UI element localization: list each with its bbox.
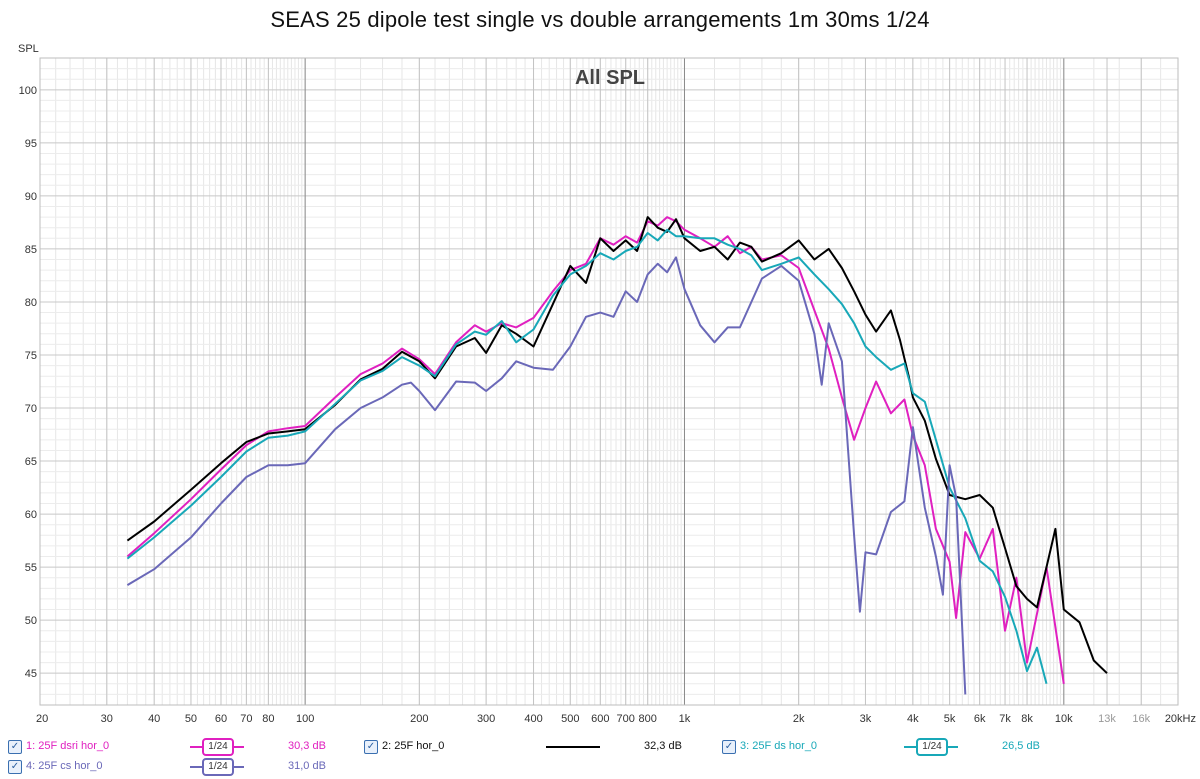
y-tick-label: 65 bbox=[25, 456, 37, 468]
x-tick-label: 70 bbox=[240, 713, 252, 725]
x-tick-label: 30 bbox=[101, 713, 113, 725]
smoothing-badge: 1/24 bbox=[202, 758, 234, 776]
x-tick-label: 100 bbox=[296, 713, 314, 725]
line-swatch[interactable] bbox=[546, 738, 602, 754]
smoothing-swatch[interactable]: 1/24 bbox=[190, 738, 246, 756]
x-tick-label: 50 bbox=[185, 713, 197, 725]
legend-item-2[interactable]: ✓ 2: 25F hor_0 32,3 dB bbox=[364, 738, 704, 758]
y-tick-label: 70 bbox=[25, 403, 37, 415]
y-tick-label: 75 bbox=[25, 350, 37, 362]
x-tick-label: 5k bbox=[944, 713, 956, 725]
y-axis-label: SPL bbox=[18, 43, 39, 55]
x-tick-label: 80 bbox=[262, 713, 274, 725]
y-tick-label: 90 bbox=[25, 191, 37, 203]
smoothing-badge: 1/24 bbox=[202, 738, 234, 756]
x-tick-label: 4k bbox=[907, 713, 919, 725]
offset-value: 31,0 dB bbox=[288, 760, 326, 772]
y-tick-label: 100 bbox=[19, 85, 37, 97]
legend-item-4[interactable]: ✓ 4: 25F cs hor_0 1/24 31,0 dB bbox=[8, 758, 348, 778]
smoothing-swatch[interactable]: 1/24 bbox=[190, 758, 246, 776]
smoothing-swatch[interactable]: 1/24 bbox=[904, 738, 960, 756]
x-tick-label: 400 bbox=[524, 713, 542, 725]
offset-value: 32,3 dB bbox=[644, 740, 682, 752]
x-tick-label: 7k bbox=[999, 713, 1011, 725]
x-tick-label: 600 bbox=[591, 713, 609, 725]
x-tick-label: 3k bbox=[860, 713, 872, 725]
series-line-2 bbox=[126, 216, 1108, 674]
y-tick-label: 45 bbox=[25, 668, 37, 680]
y-tick-label: 55 bbox=[25, 562, 37, 574]
inner-title: All SPL bbox=[575, 67, 645, 89]
spl-chart[interactable]: SPL 45 50 55 60 65 70 75 80 85 90 95 100 20 30 40 50 60 70… bbox=[0, 0, 1200, 735]
x-tick-label: 8k bbox=[1021, 713, 1033, 725]
y-tick-label: 80 bbox=[25, 297, 37, 309]
offset-value: 30,3 dB bbox=[288, 740, 326, 752]
offset-value: 26,5 dB bbox=[1002, 740, 1040, 752]
series-group bbox=[126, 216, 1108, 695]
grid bbox=[40, 57, 1178, 706]
series-line-4 bbox=[126, 256, 967, 695]
legend-label: 4: 25F cs hor_0 bbox=[26, 760, 103, 772]
x-tick-label: 20kHz bbox=[1165, 713, 1196, 725]
x-tick-label: 700 bbox=[617, 713, 635, 725]
y-tick-label: 50 bbox=[25, 615, 37, 627]
x-tick-label: 800 bbox=[639, 713, 657, 725]
x-tick-label: 6k bbox=[974, 713, 986, 725]
x-tick-label: 200 bbox=[410, 713, 428, 725]
x-tick-label: 16k bbox=[1132, 713, 1150, 725]
x-tick-label: 500 bbox=[561, 713, 579, 725]
checkbox-checked-icon[interactable]: ✓ bbox=[8, 740, 22, 754]
x-tick-label: 300 bbox=[477, 713, 495, 725]
x-tick-label: 13k bbox=[1098, 713, 1116, 725]
legend-label: 1: 25F dsri hor_0 bbox=[26, 740, 110, 752]
x-tick-label: 10k bbox=[1055, 713, 1073, 725]
axes: SPL 45 50 55 60 65 70 75 80 85 90 95 100 20 30 40 50 60 70… bbox=[18, 43, 1196, 725]
x-tick-label: 2k bbox=[793, 713, 805, 725]
y-tick-label: 60 bbox=[25, 509, 37, 521]
x-tick-label: 1k bbox=[679, 713, 691, 725]
checkbox-checked-icon[interactable]: ✓ bbox=[364, 740, 378, 754]
plot-frame bbox=[39, 57, 1179, 706]
chart-title: SEAS 25 dipole test single vs double arr… bbox=[270, 7, 930, 32]
y-tick-label: 85 bbox=[25, 244, 37, 256]
legend-label: 2: 25F hor_0 bbox=[382, 740, 445, 752]
y-tick-label: 95 bbox=[25, 138, 37, 150]
x-tick-label: 40 bbox=[148, 713, 160, 725]
smoothing-badge: 1/24 bbox=[916, 738, 948, 756]
legend-item-3[interactable]: ✓ 3: 25F ds hor_0 1/24 26,5 dB bbox=[722, 738, 1062, 758]
series-color-line bbox=[546, 746, 600, 748]
x-tick-label: 20 bbox=[36, 713, 48, 725]
series-line-3 bbox=[126, 228, 1048, 685]
checkbox-checked-icon[interactable]: ✓ bbox=[722, 740, 736, 754]
legend: ✓ 1: 25F dsri hor_0 1/24 30,3 dB ✓ 2: 25… bbox=[0, 735, 1200, 779]
legend-item-1[interactable]: ✓ 1: 25F dsri hor_0 1/24 30,3 dB bbox=[8, 738, 348, 758]
legend-label: 3: 25F ds hor_0 bbox=[740, 740, 818, 752]
x-tick-label: 60 bbox=[215, 713, 227, 725]
checkbox-checked-icon[interactable]: ✓ bbox=[8, 760, 22, 774]
